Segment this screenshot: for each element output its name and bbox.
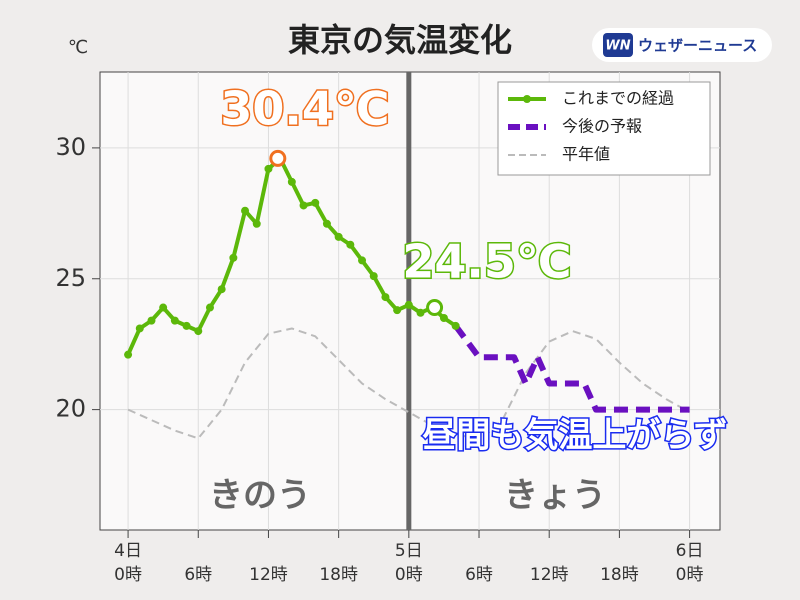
data-point [241, 206, 250, 215]
x-tick-label: 6時 [465, 565, 493, 585]
y-tick-label: 30 [55, 133, 86, 161]
x-tick-label: 18時 [600, 565, 639, 585]
y-tick-label: 20 [55, 395, 86, 423]
logo-text: ウェザーニュース [638, 37, 757, 55]
y-tick-label: 25 [55, 264, 86, 292]
data-point [252, 219, 261, 228]
data-point [217, 285, 226, 294]
data-point [229, 253, 238, 262]
x-tick-label: 6時 [184, 565, 212, 585]
legend-label: 今後の予報 [562, 117, 642, 136]
series-line [453, 324, 690, 413]
data-point [416, 308, 425, 317]
data-point [205, 303, 214, 312]
data-point [124, 350, 133, 359]
data-point [439, 314, 448, 323]
data-point [299, 201, 308, 210]
data-point [346, 240, 355, 249]
data-point [311, 198, 320, 207]
annotation: きのう [209, 476, 311, 516]
data-point [170, 316, 179, 325]
x-tick-label: 0時 [676, 565, 704, 585]
x-tick-label: 0時 [114, 565, 142, 585]
data-point [287, 177, 296, 186]
data-point [135, 324, 144, 333]
data-point [322, 219, 331, 228]
data-point [334, 232, 343, 241]
legend-label: 平年値 [562, 145, 610, 164]
data-point [404, 300, 413, 309]
annotation: 30.4℃ [220, 82, 389, 136]
annotation: きょう [504, 476, 606, 516]
x-day-label: 6日 [676, 541, 704, 561]
data-point [369, 272, 378, 281]
annotation: 24.5℃ [402, 235, 571, 289]
logo-bg [592, 28, 772, 62]
data-point [381, 293, 390, 302]
legend-dot [523, 95, 531, 103]
x-tick-label: 18時 [319, 565, 358, 585]
data-point [393, 306, 402, 315]
x-day-label: 4日 [114, 541, 142, 561]
logo-icon: WN [605, 39, 630, 54]
data-point [451, 321, 460, 330]
data-point [147, 316, 156, 325]
x-tick-label: 0時 [395, 565, 423, 585]
data-point [182, 321, 191, 330]
data-point [264, 164, 273, 173]
y-unit: ℃ [68, 37, 88, 58]
data-point [358, 256, 367, 265]
chart-title: 東京の気温変化 [288, 21, 512, 59]
logo-icon-bg [603, 33, 633, 57]
data-point [159, 303, 168, 312]
x-tick-label: 12時 [530, 565, 569, 585]
highlight-marker [269, 149, 287, 167]
brand-logo: WN ウェザーニュース [592, 28, 772, 62]
data-point [194, 327, 203, 336]
highlight-marker [426, 299, 444, 317]
x-day-label: 5日 [395, 541, 423, 561]
x-tick-label: 12時 [249, 565, 288, 585]
legend-label: これまでの経過 [562, 89, 674, 108]
annotation: 昼間も気温上がらず [422, 416, 727, 456]
